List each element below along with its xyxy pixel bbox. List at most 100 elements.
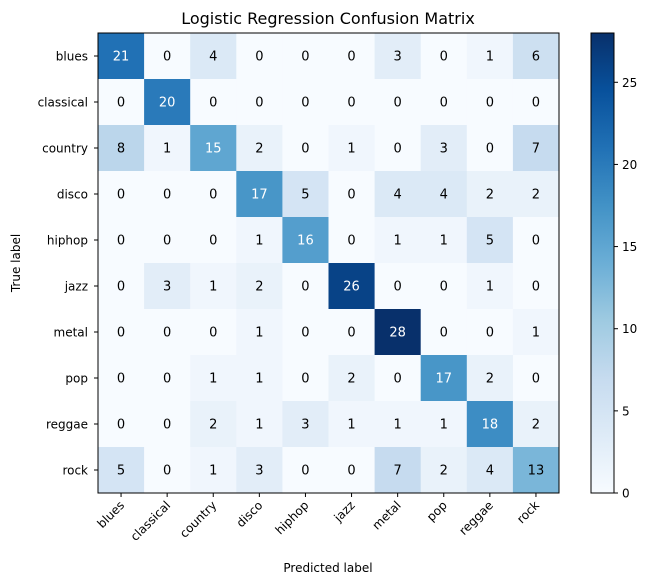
y-tick-label: country — [42, 142, 88, 156]
cell-value-label: 7 — [394, 464, 402, 479]
cell-value-label: 0 — [532, 234, 540, 249]
cell-value-label: 2 — [486, 372, 494, 387]
heatmap-cell — [236, 401, 283, 448]
cell-value-label: 3 — [394, 50, 402, 65]
heatmap-cell — [420, 171, 468, 218]
y-tick-label: hiphop — [47, 234, 88, 248]
y-axis-label: True label — [9, 234, 23, 293]
heatmap-cell — [236, 263, 283, 310]
cell-value-label: 3 — [163, 280, 171, 295]
y-axis-ticks: blues classical country disco hiphop jazz meta… — [38, 50, 98, 478]
heatmap-cell — [328, 447, 376, 494]
heatmap-cell — [98, 33, 145, 80]
cell-value-label: 0 — [394, 372, 402, 387]
cell-value-label: 1 — [394, 234, 402, 249]
x-tick-label: country — [177, 498, 219, 540]
cell-value-label: 0 — [255, 50, 263, 65]
heatmap-cell — [190, 33, 237, 80]
heatmap-cell — [374, 447, 422, 494]
heatmap-cell — [190, 447, 237, 494]
cell-value-label: 0 — [347, 50, 355, 65]
heatmap-cell — [420, 447, 468, 494]
cell-value-label: 0 — [117, 234, 125, 249]
heatmap-cell — [144, 401, 191, 448]
heatmap-cell — [466, 33, 514, 80]
cell-value-label: 0 — [209, 188, 217, 203]
heatmap-cell — [328, 217, 376, 264]
heatmap-cell — [282, 125, 329, 172]
x-axis-ticks: blues classical country disco hiphop jazz meta… — [95, 493, 542, 544]
cell-value-label: 16 — [297, 234, 314, 249]
heatmap-cell — [98, 263, 145, 310]
cell-value-label: 6 — [532, 50, 540, 65]
heatmap-cell — [236, 33, 283, 80]
cell-value-label: 0 — [163, 234, 171, 249]
cell-value-label: 0 — [440, 280, 448, 295]
cell-value-label: 0 — [440, 50, 448, 65]
cell-value-label: 0 — [440, 326, 448, 341]
heatmap-cell — [98, 171, 145, 218]
heatmap-cell — [144, 33, 191, 80]
y-tick-label: reggae — [46, 418, 88, 432]
cell-value-label: 0 — [301, 96, 309, 111]
cell-value-label: 1 — [440, 234, 448, 249]
cell-value-label: 28 — [389, 326, 406, 341]
cell-value-label: 0 — [163, 326, 171, 341]
cell-value-label: 3 — [440, 142, 448, 157]
cell-value-label: 8 — [117, 142, 125, 157]
x-tick-label: blues — [95, 498, 128, 531]
heatmap-cell — [512, 171, 560, 218]
cell-value-label: 0 — [209, 234, 217, 249]
heatmap-cell — [98, 401, 145, 448]
cell-value-label: 0 — [440, 96, 448, 111]
cell-value-label: 2 — [440, 464, 448, 479]
heatmap-cell — [282, 171, 329, 218]
heatmap-cell — [236, 171, 283, 218]
y-tick-label: metal — [54, 326, 88, 340]
heatmap-cell — [374, 125, 422, 172]
cell-value-label: 0 — [347, 96, 355, 111]
cell-value-label: 1 — [209, 464, 217, 479]
cell-value-label: 0 — [347, 234, 355, 249]
heatmap-cell — [466, 309, 514, 356]
cell-value-label: 2 — [532, 418, 540, 433]
y-tick-label: classical — [38, 96, 88, 110]
colorbar-tick-label: 15 — [622, 240, 637, 254]
heatmap-cell — [512, 33, 560, 80]
x-tick-label: jazz — [331, 498, 358, 525]
heatmap-cell — [466, 79, 514, 126]
cell-value-label: 20 — [159, 96, 176, 111]
cell-value-label: 2 — [486, 188, 494, 203]
heatmap-cell — [190, 263, 237, 310]
cell-value-label: 0 — [394, 96, 402, 111]
cell-value-label: 17 — [435, 372, 452, 387]
heatmap-cell — [236, 125, 283, 172]
heatmap-cell — [420, 33, 468, 80]
cell-value-label: 1 — [209, 280, 217, 295]
heatmap-cell — [420, 355, 468, 402]
heatmap-cell — [374, 263, 422, 310]
heatmap-cell — [512, 309, 560, 356]
cell-value-label: 0 — [532, 280, 540, 295]
heatmap-cell — [236, 309, 283, 356]
heatmap-cell — [282, 309, 329, 356]
cell-value-label: 0 — [117, 418, 125, 433]
heatmap-cell — [466, 263, 514, 310]
cell-value-label: 1 — [347, 142, 355, 157]
x-tick-label: hiphop — [273, 498, 312, 537]
colorbar-tick-label: 5 — [622, 404, 630, 418]
cell-value-label: 26 — [343, 280, 360, 295]
colorbar-ticks: 0 5 10 15 20 25 — [614, 76, 637, 501]
cell-value-label: 5 — [117, 464, 125, 479]
colorbar-tick-label: 25 — [622, 76, 637, 90]
cell-value-label: 1 — [532, 326, 540, 341]
cell-value-label: 0 — [301, 464, 309, 479]
cell-value-label: 1 — [394, 418, 402, 433]
cell-value-label: 1 — [486, 280, 494, 295]
heatmap-cell — [512, 355, 560, 402]
chart-title: Logistic Regression Confusion Matrix — [181, 9, 475, 28]
cell-value-label: 17 — [251, 188, 268, 203]
cell-value-label: 0 — [347, 464, 355, 479]
cell-value-label: 13 — [528, 464, 545, 479]
heatmap-cell — [374, 309, 422, 356]
